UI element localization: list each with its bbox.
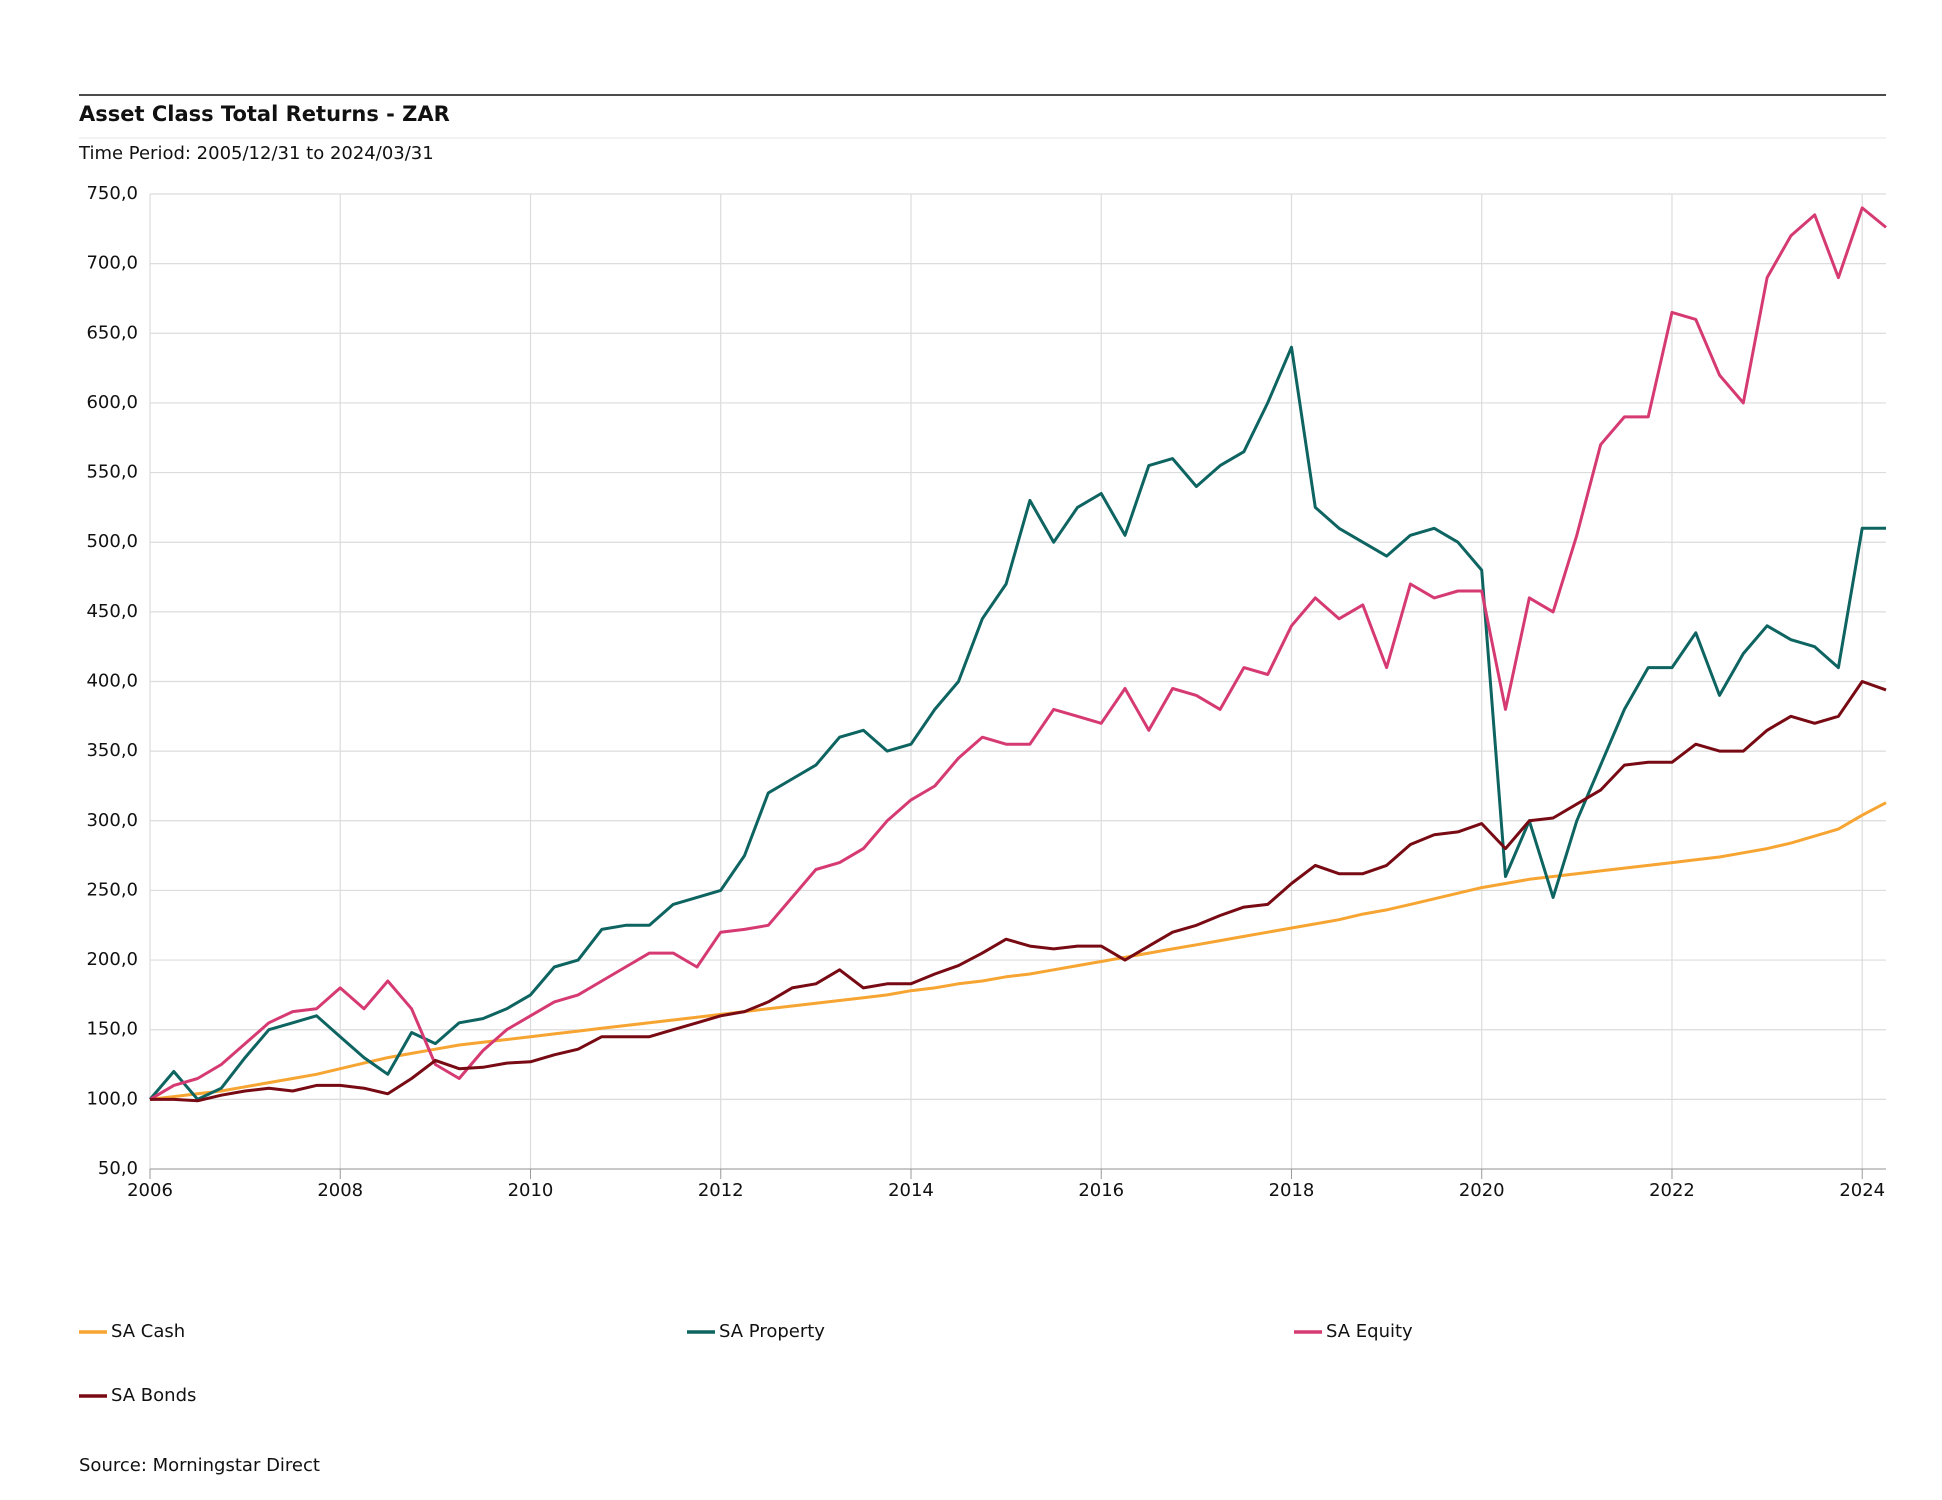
y-tick-label: 650,0: [86, 322, 138, 343]
y-tick-label: 600,0: [86, 392, 138, 413]
y-tick-label: 350,0: [86, 740, 138, 761]
series-line: [149, 801, 1887, 1101]
x-tick-label: 2022: [1649, 1180, 1695, 1201]
y-tick-label: 400,0: [86, 671, 138, 692]
series-line: [150, 680, 1887, 1103]
x-tick-label: 2012: [698, 1180, 744, 1201]
legend-label: SA Equity: [1326, 1321, 1413, 1342]
y-tick-label: 500,0: [86, 531, 138, 552]
y-tick-label: 550,0: [86, 462, 138, 483]
y-tick-label: 250,0: [86, 879, 138, 900]
y-tick-label: 700,0: [86, 253, 138, 274]
y-tick-label: 200,0: [86, 949, 138, 970]
series-line: [148, 345, 1886, 1101]
x-tick-label: 2010: [508, 1180, 554, 1201]
x-tick-label: 2020: [1459, 1180, 1505, 1201]
x-tick-label: 2024: [1839, 1180, 1885, 1201]
legend-label: SA Property: [719, 1321, 825, 1342]
y-tick-label: 50,0: [98, 1158, 138, 1179]
y-tick-label: 750,0: [86, 183, 138, 204]
y-tick-label: 100,0: [86, 1088, 138, 1109]
x-tick-label: 2006: [127, 1180, 173, 1201]
y-tick-label: 450,0: [86, 601, 138, 622]
y-tick-label: 150,0: [86, 1019, 138, 1040]
x-tick-label: 2018: [1269, 1180, 1315, 1201]
x-tick-label: 2014: [888, 1180, 934, 1201]
y-tick-label: 300,0: [86, 810, 138, 831]
series-line: [149, 206, 1887, 1101]
x-tick-label: 2016: [1078, 1180, 1124, 1201]
chart-subtitle: Time Period: 2005/12/31 to 2024/03/31: [78, 143, 434, 164]
legend-label: SA Cash: [111, 1321, 185, 1342]
legend-label: SA Bonds: [111, 1385, 196, 1406]
source-note: Source: Morningstar Direct: [79, 1455, 320, 1476]
chart-title: Asset Class Total Returns - ZAR: [79, 102, 450, 126]
x-tick-label: 2008: [317, 1180, 363, 1201]
